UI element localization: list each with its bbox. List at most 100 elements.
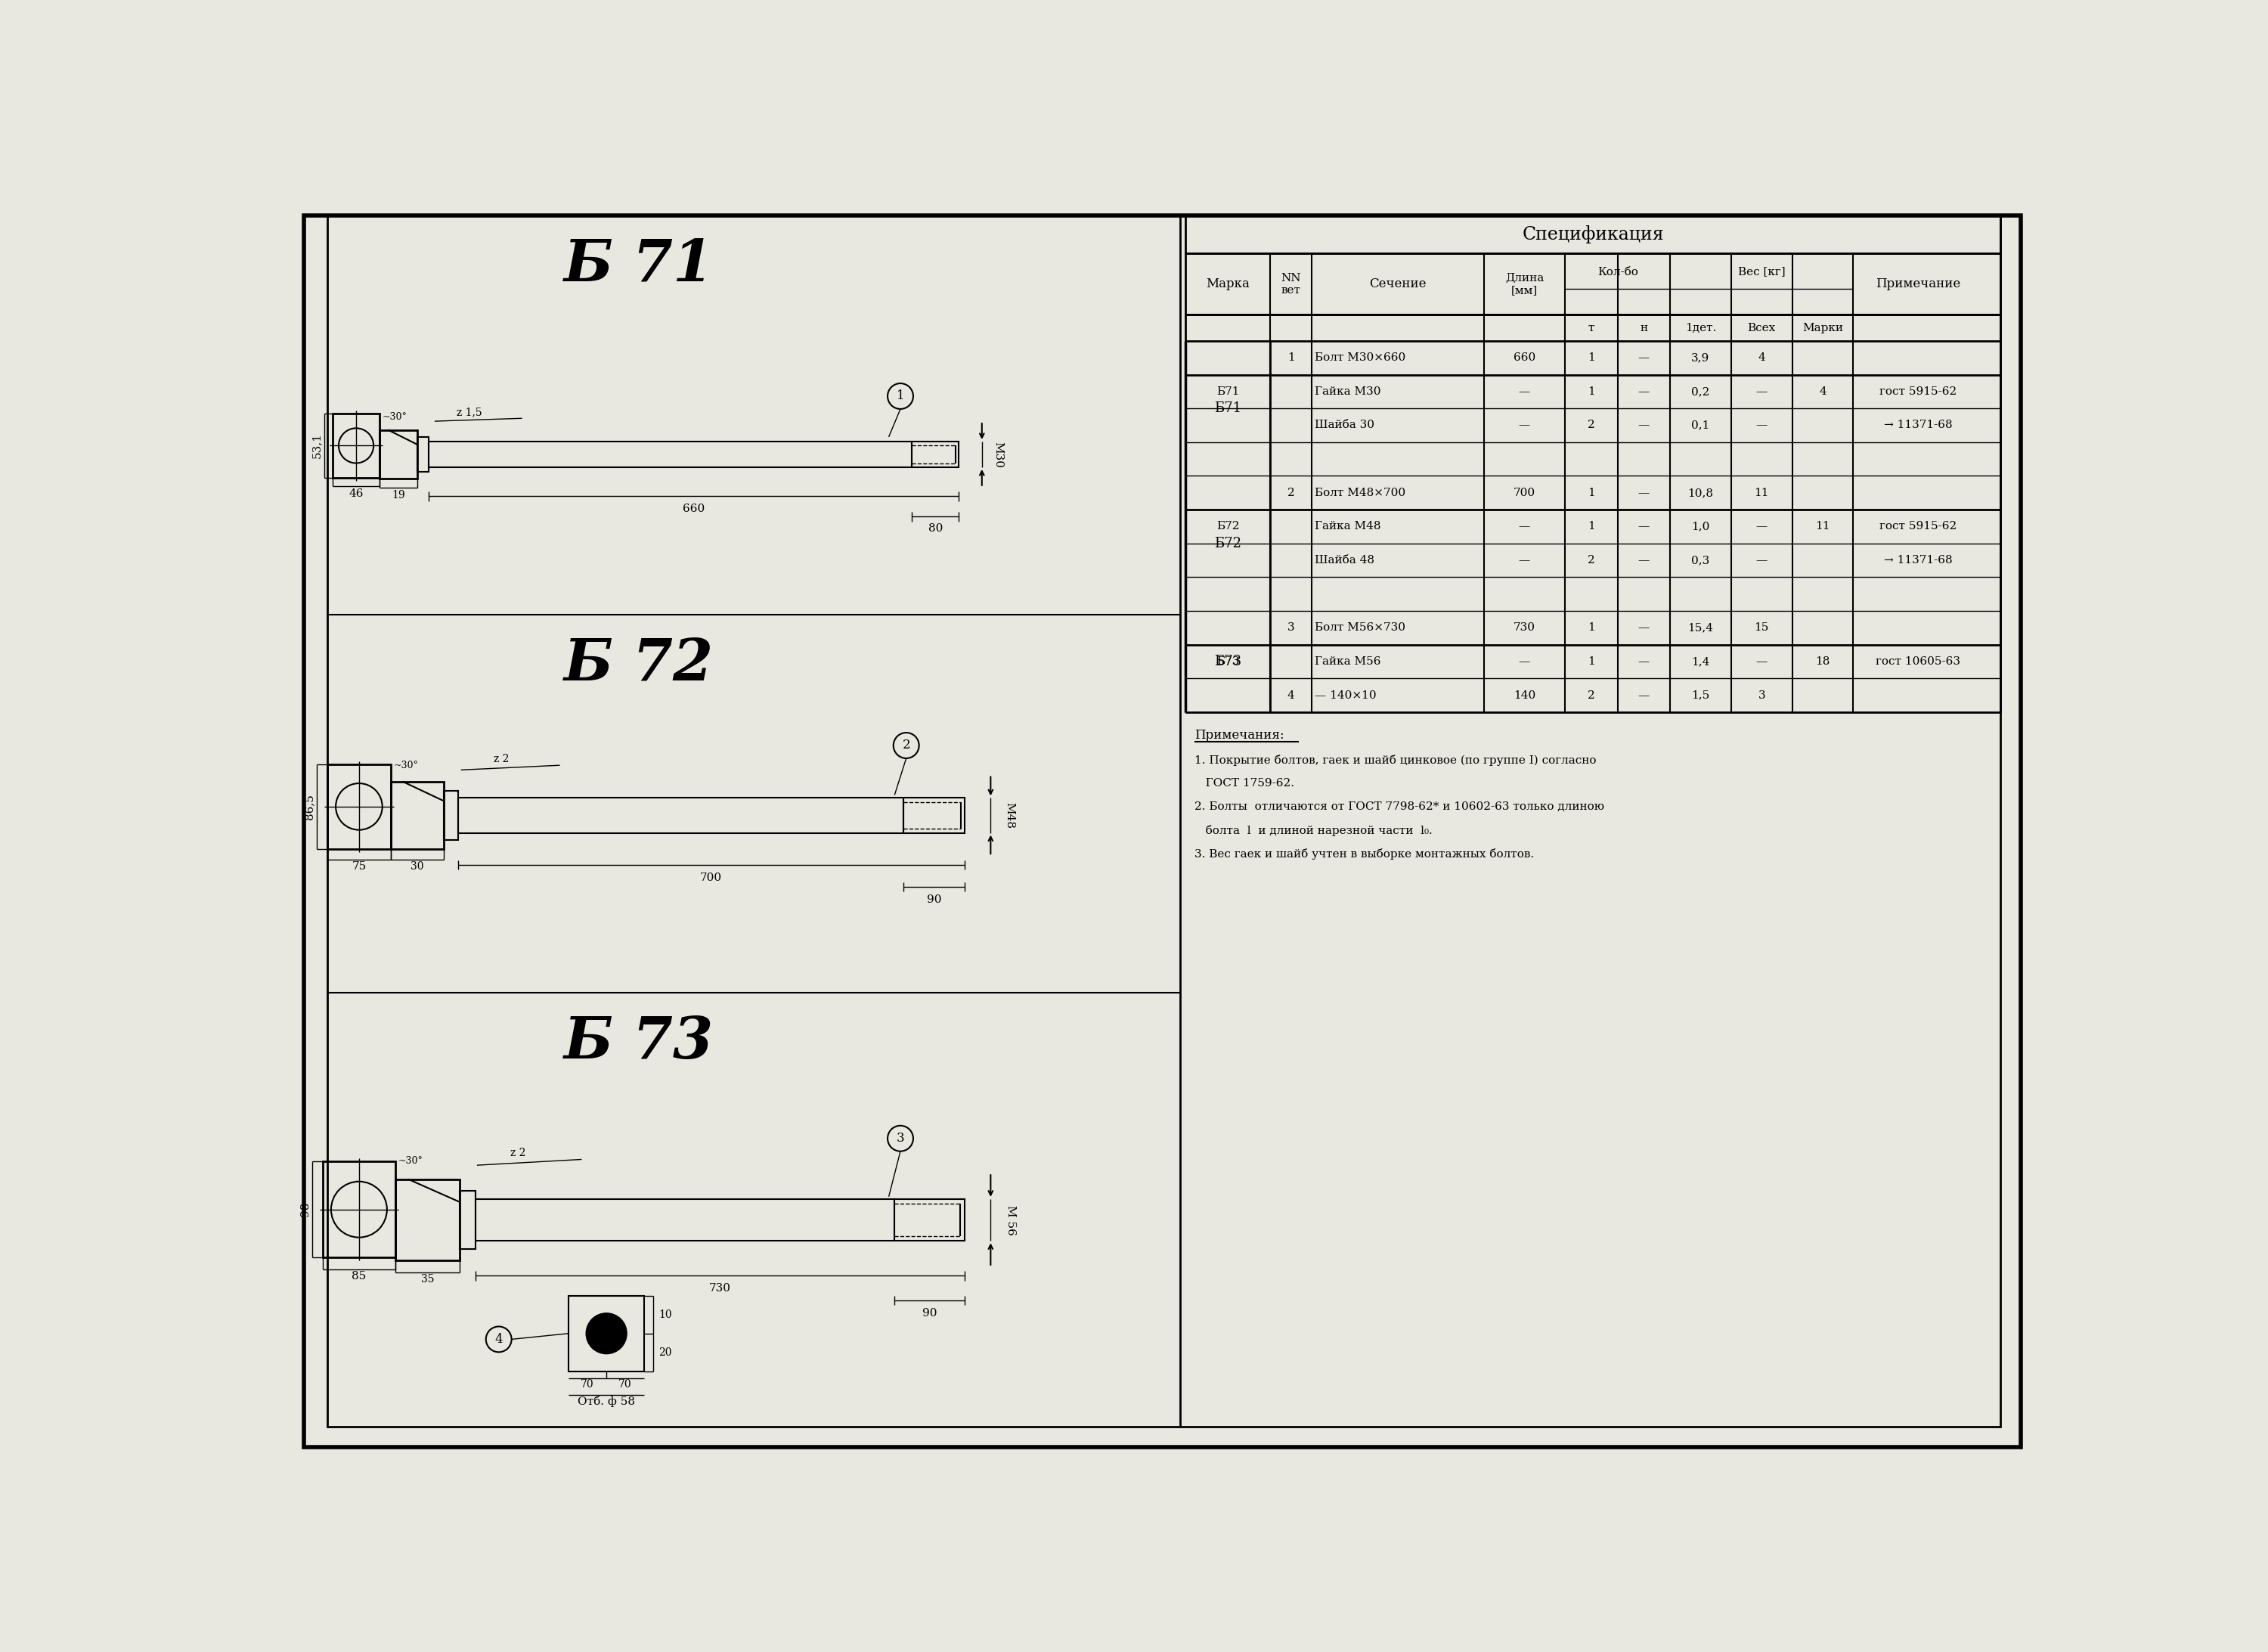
Text: 90: 90	[928, 894, 941, 905]
Text: Гайка М48: Гайка М48	[1315, 522, 1381, 532]
Text: ~30°: ~30°	[383, 413, 408, 421]
Text: 1. Покрытие болтов, гаек и шайб цинковое (по группе I) согласно: 1. Покрытие болтов, гаек и шайб цинковое…	[1195, 755, 1597, 767]
Circle shape	[585, 1313, 626, 1355]
Text: Б73: Б73	[1213, 654, 1241, 669]
Bar	[1186, 253, 2000, 314]
Text: —: —	[1637, 352, 1649, 363]
Text: 4: 4	[494, 1333, 503, 1346]
Text: 19: 19	[392, 491, 406, 501]
Text: Марки: Марки	[1803, 322, 1844, 334]
Bar	[458, 798, 903, 833]
Text: —: —	[1755, 420, 1767, 431]
Text: —: —	[1755, 555, 1767, 565]
Text: Гайка М56: Гайка М56	[1315, 656, 1381, 667]
Text: z 1,5: z 1,5	[456, 406, 483, 418]
Text: Б72: Б72	[1216, 522, 1238, 532]
Text: —: —	[1637, 487, 1649, 499]
Bar	[1186, 216, 2000, 253]
Text: Б71: Б71	[1213, 401, 1241, 415]
Text: Шайба 48: Шайба 48	[1315, 555, 1374, 565]
Text: 75: 75	[352, 861, 367, 872]
Text: —: —	[1520, 387, 1531, 396]
Text: 1: 1	[1588, 623, 1594, 633]
Text: 10: 10	[658, 1310, 671, 1320]
Text: —: —	[1637, 522, 1649, 532]
Bar	[395, 1180, 460, 1260]
Text: 2. Болты  отличаются от ГОСТ 7798-62* и 10602-63 только длиною: 2. Болты отличаются от ГОСТ 7798-62* и 1…	[1195, 801, 1603, 811]
Text: → 11371-68: → 11371-68	[1885, 555, 1953, 565]
Bar	[476, 1199, 894, 1241]
Text: 1: 1	[1288, 352, 1295, 363]
Text: 2: 2	[1588, 555, 1594, 565]
Text: 730: 730	[1513, 623, 1535, 633]
Text: z 2: z 2	[510, 1148, 526, 1158]
Text: 1: 1	[1588, 656, 1594, 667]
Text: 2: 2	[1288, 487, 1295, 499]
Text: Примечание: Примечание	[1876, 278, 1960, 291]
Text: 140: 140	[1513, 691, 1535, 700]
Text: 15,4: 15,4	[1687, 623, 1712, 633]
Text: 98: 98	[299, 1203, 311, 1218]
Bar	[327, 765, 390, 849]
Text: 30: 30	[411, 861, 424, 872]
Text: 11: 11	[1814, 522, 1830, 532]
Text: 3: 3	[1758, 691, 1765, 700]
Text: 10,8: 10,8	[1687, 487, 1712, 499]
Text: 46: 46	[349, 489, 363, 499]
Text: 2: 2	[1588, 691, 1594, 700]
Text: Примечания:: Примечания:	[1195, 729, 1284, 742]
Text: т: т	[1588, 322, 1594, 334]
Text: Б 71: Б 71	[562, 238, 714, 292]
Text: н: н	[1640, 322, 1647, 334]
Text: 3,9: 3,9	[1692, 352, 1710, 363]
Text: 660: 660	[1513, 352, 1535, 363]
Text: —: —	[1520, 656, 1531, 667]
Text: NN
вет: NN вет	[1281, 273, 1302, 296]
Text: 1дет.: 1дет.	[1685, 322, 1717, 334]
Text: 1,4: 1,4	[1692, 656, 1710, 667]
Text: 18: 18	[1814, 656, 1830, 667]
Text: 3. Вес гаек и шайб учтен в выборке монтажных болтов.: 3. Вес гаек и шайб учтен в выборке монта…	[1195, 847, 1533, 859]
Text: —: —	[1520, 522, 1531, 532]
Text: 2: 2	[903, 738, 909, 752]
Bar	[333, 413, 379, 477]
Text: —: —	[1637, 656, 1649, 667]
Text: —: —	[1755, 656, 1767, 667]
Text: Отб. ф 58: Отб. ф 58	[578, 1396, 635, 1408]
Text: → 11371-68: → 11371-68	[1885, 420, 1953, 431]
Text: —: —	[1755, 522, 1767, 532]
Text: Шайба 30: Шайба 30	[1315, 420, 1374, 431]
Text: 1: 1	[1588, 352, 1594, 363]
Text: 660: 660	[683, 504, 705, 514]
Text: Сечение: Сечение	[1370, 278, 1427, 291]
Text: 53,1: 53,1	[311, 433, 322, 459]
Text: ~30°: ~30°	[395, 760, 420, 770]
Text: 0,2: 0,2	[1692, 387, 1710, 396]
Bar	[322, 1161, 395, 1257]
Text: 2: 2	[1588, 420, 1594, 431]
Text: 1: 1	[1588, 522, 1594, 532]
Text: 4: 4	[1819, 387, 1826, 396]
Text: 1,5: 1,5	[1692, 691, 1710, 700]
Text: —: —	[1637, 555, 1649, 565]
Text: z 2: z 2	[494, 755, 510, 765]
Text: 730: 730	[710, 1284, 730, 1294]
Text: Вес [кг]: Вес [кг]	[1737, 266, 1785, 278]
Bar	[912, 441, 959, 468]
Bar	[894, 1199, 964, 1241]
Text: M48: M48	[1005, 803, 1014, 829]
Text: 20: 20	[658, 1346, 671, 1358]
Text: 70: 70	[581, 1379, 594, 1389]
Text: Б72: Б72	[1213, 537, 1241, 550]
Bar	[903, 798, 964, 833]
Text: 15: 15	[1755, 623, 1769, 633]
Text: 85: 85	[352, 1270, 367, 1282]
Text: 35: 35	[422, 1274, 433, 1285]
Text: —: —	[1637, 420, 1649, 431]
Text: 80: 80	[928, 524, 943, 534]
Bar	[390, 781, 445, 849]
Text: ГОСТ 1759-62.: ГОСТ 1759-62.	[1195, 778, 1295, 788]
Bar	[417, 436, 429, 472]
Text: M 56: M 56	[1005, 1204, 1016, 1236]
Text: 86,5: 86,5	[304, 795, 315, 819]
